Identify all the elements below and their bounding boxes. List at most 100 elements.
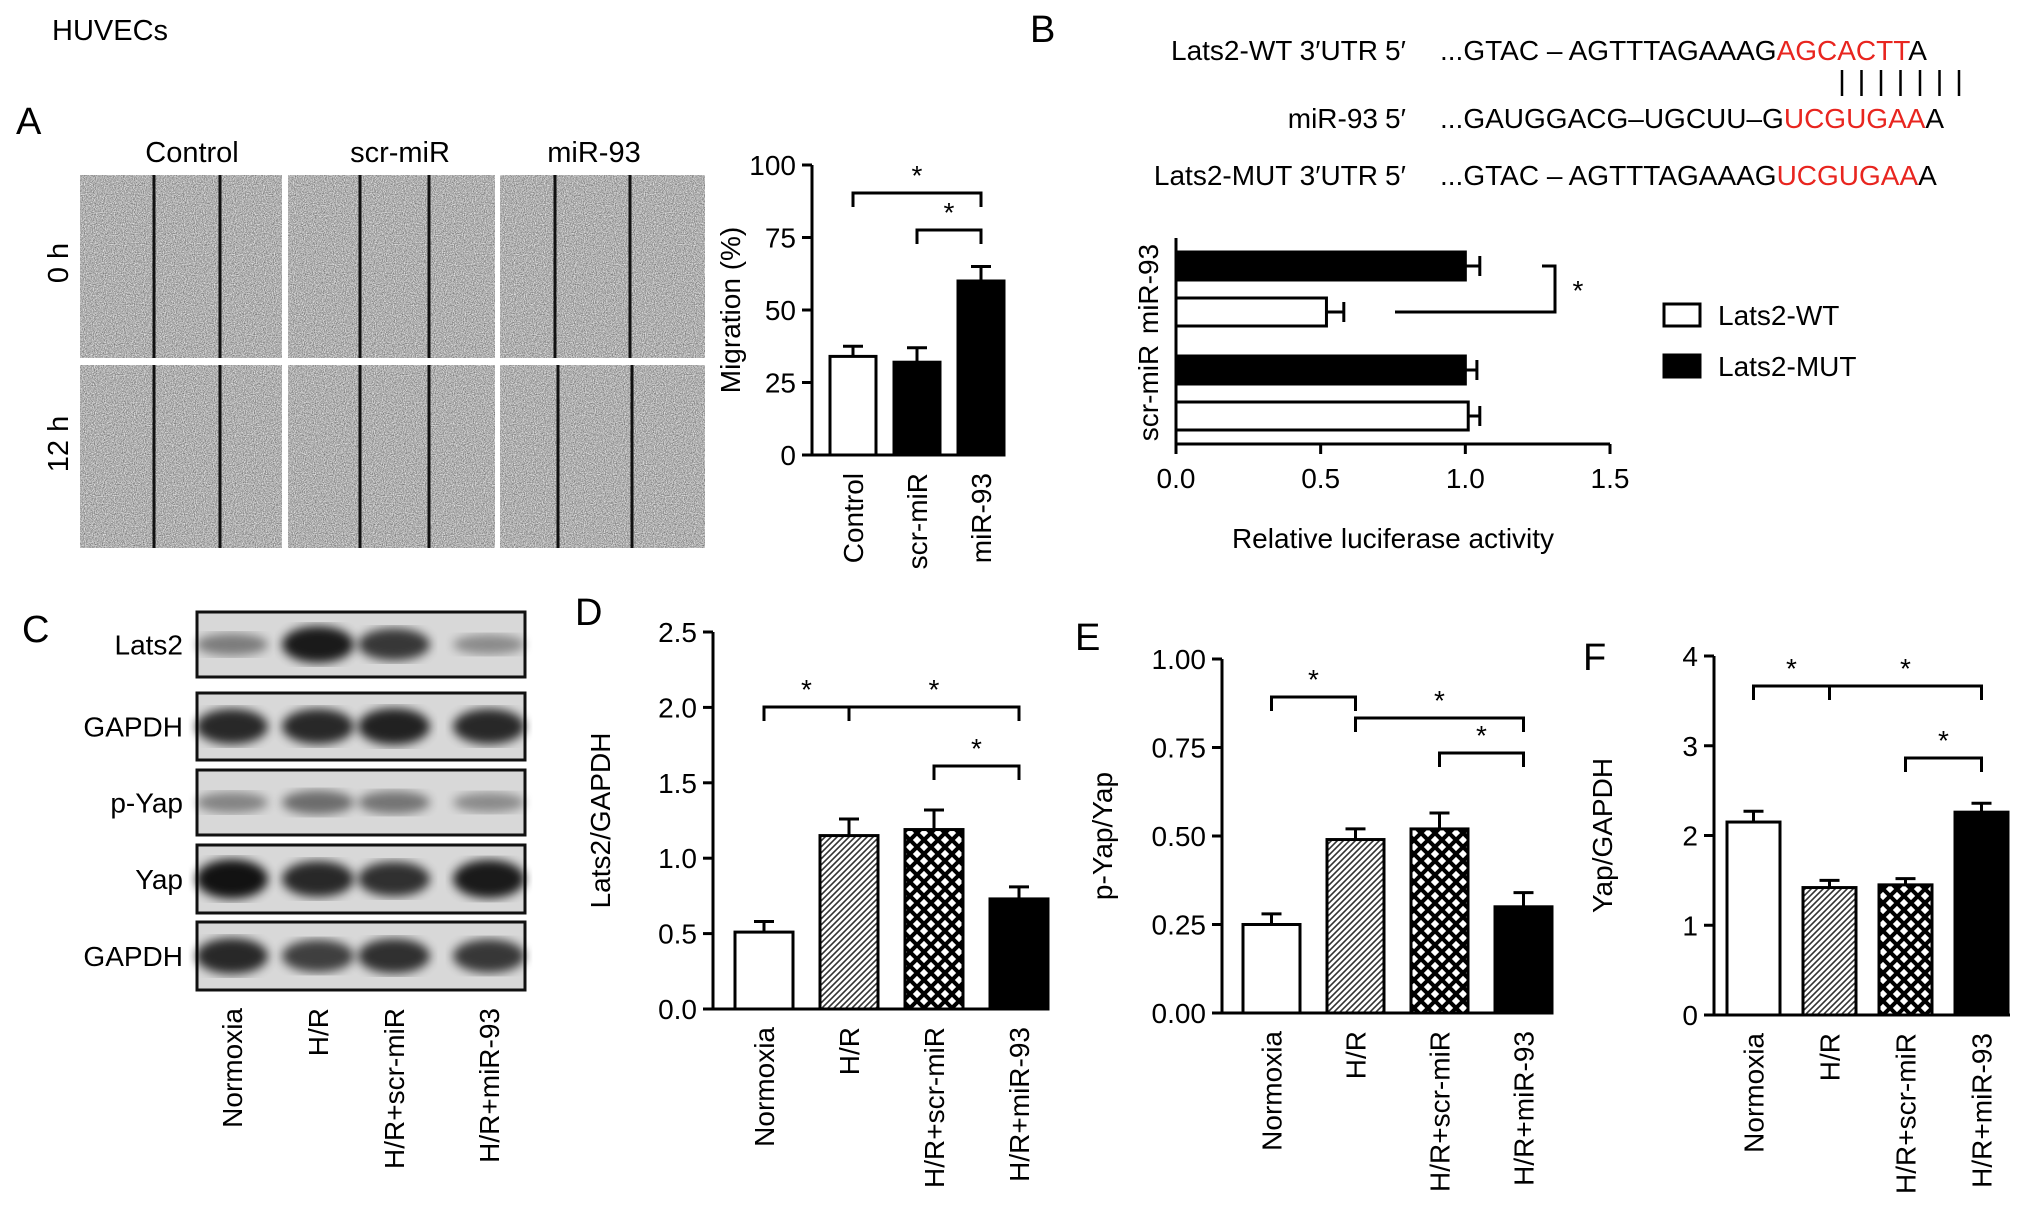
- x-tick-label: 0.5: [1301, 463, 1340, 494]
- micrograph-r1-c0: [80, 365, 282, 548]
- panel-label-e: E: [1075, 617, 1100, 659]
- y-tick-label: 2: [1682, 821, 1698, 852]
- seq-mut-base: ...GTAC – AGTTTAGAAAG: [1440, 160, 1777, 191]
- luciferase-chart: 0.0 0.5 1.0 1.5 Relative luciferase activity…: [1133, 238, 1856, 554]
- x-tick-label: Normoxia: [1257, 1031, 1288, 1151]
- micro-row-0h: 0 h: [43, 243, 75, 283]
- blot-band: [453, 634, 525, 655]
- seq-end-mir93: 5′: [1385, 103, 1406, 134]
- sequence-alignment: Lats2-WT 3′UTR 5′ ...GTAC – AGTTTAGAAAGA…: [1154, 35, 1961, 191]
- y-tick-label: 0: [1682, 1000, 1698, 1031]
- y-axis-label: Yap/GAPDH: [1587, 758, 1618, 913]
- significance-star: *: [1573, 275, 1584, 306]
- micro-col-mir-93: miR-93: [547, 137, 640, 169]
- significance-star: *: [1308, 664, 1319, 695]
- seq-mir93-tail: A: [1925, 103, 1944, 134]
- significance-star: *: [1938, 725, 1949, 756]
- y-tick-label: 50: [765, 295, 796, 326]
- blot-band: [282, 790, 354, 815]
- seq-mut: ...GTAC – AGTTTAGAAAGUCGUGAAA: [1440, 160, 1937, 191]
- legend: Lats2-WT Lats2-MUT: [1662, 300, 1856, 382]
- y-tick-label: 0.5: [658, 919, 697, 950]
- bar-normoxia: [733, 930, 795, 1011]
- blot-label-lats2: Lats2: [115, 630, 184, 661]
- panel-label-d: D: [575, 592, 602, 634]
- x-tick-label: H/R: [1815, 1033, 1846, 1081]
- bar-lats2-wt-mir-93: [1174, 296, 1328, 328]
- micrograph-column-labels: Control scr-miR miR-93: [145, 137, 640, 169]
- blot-band: [358, 708, 430, 745]
- x-tick-label: H/R+miR-93: [1967, 1033, 1998, 1188]
- blot-label-yap: Yap: [135, 864, 183, 895]
- wound-edge-line-0: [556, 365, 560, 548]
- wound-edge-line-0: [152, 175, 156, 358]
- y-tick-label: 25: [765, 368, 796, 399]
- blot-band: [453, 792, 525, 813]
- y-axis-label: Migration (%): [715, 227, 746, 393]
- bar-h-r-scr-mir: [1409, 827, 1470, 1015]
- bar-normoxia: [1725, 820, 1782, 1017]
- x-tick-label: H/R+miR-93: [1509, 1031, 1540, 1186]
- blot-band: [196, 859, 268, 899]
- pyap-chart: 0.00 0.25 0.50 0.75 1.00 p-Yap/Yap Normoxia H/R…: [1087, 644, 1554, 1192]
- significance-bracket: [762, 705, 851, 721]
- blot-label-gapdh: GAPDH: [83, 941, 183, 972]
- x-tick-label: Control: [838, 473, 869, 563]
- micrograph-texture: [500, 365, 705, 548]
- y-tick-label: 3: [1682, 731, 1698, 762]
- y-tick-label: 2.0: [658, 692, 697, 723]
- bar-control: [828, 354, 878, 457]
- wound-edge-line-0: [358, 365, 362, 548]
- blot-label-gapdh: GAPDH: [83, 712, 183, 743]
- y-tick-label: 1.0: [658, 843, 697, 874]
- seq-mir93: ...GAUGGACG–UGCUU–GUCGUGAAA: [1440, 103, 1944, 134]
- y-tick-label: 75: [765, 223, 796, 254]
- wound-edge-line-1: [427, 175, 431, 358]
- significance-bracket: [1752, 684, 1831, 700]
- base-pair-lines: [1840, 70, 1961, 96]
- significance-bracket: [932, 764, 1021, 780]
- y-tick-label: 1.00: [1152, 644, 1207, 675]
- significance-star: *: [1900, 653, 1911, 684]
- y-tick-label: 2.5: [658, 617, 697, 648]
- micrograph-texture: [80, 175, 282, 358]
- significance-bracket: [1395, 264, 1557, 314]
- seq-label-mir93: miR-93: [1288, 103, 1378, 134]
- blot-band: [282, 708, 354, 745]
- seq-end-mut: 5′: [1385, 160, 1406, 191]
- y-axis-label: p-Yap/Yap: [1087, 772, 1118, 900]
- panel-label-b: B: [1030, 9, 1055, 51]
- seq-wt-base: ...GTAC – AGTTTAGAAAG: [1440, 35, 1777, 66]
- blot-label-p-yap: p-Yap: [110, 788, 183, 819]
- micro-col-scr-mir: scr-miR: [350, 137, 450, 169]
- significance-star: *: [929, 674, 940, 705]
- wound-edge-line-1: [218, 365, 222, 548]
- legend-label-mut: Lats2-MUT: [1718, 351, 1856, 382]
- blot-band: [282, 939, 354, 973]
- panel-label-c: C: [22, 609, 49, 651]
- x-tick-label: H/R+scr-miR: [919, 1027, 950, 1188]
- bar-h-r-scr-mir: [903, 828, 965, 1011]
- bar-mir-93: [956, 279, 1006, 457]
- x-tick-label: H/R: [1341, 1031, 1372, 1079]
- wound-edge-line-1: [218, 175, 222, 358]
- y-tick-label: 1.5: [658, 768, 697, 799]
- y-group-label: miR-93: [1133, 244, 1164, 334]
- y-tick-label: 0.00: [1152, 998, 1207, 1029]
- significance-star: *: [944, 197, 955, 228]
- y-tick-label: 4: [1682, 641, 1698, 672]
- bar-h-r: [1325, 838, 1386, 1015]
- yap-chart: 0 1 2 3 4 Yap/GAPDH Normoxia H/R H/R+scr-miR H/R+…: [1587, 641, 2010, 1194]
- bar-h-r: [818, 834, 880, 1011]
- blot-band: [196, 937, 268, 975]
- significance-bracket: [1270, 695, 1357, 711]
- seq-wt-tail: A: [1908, 35, 1927, 66]
- seq-end-wt: 5′: [1385, 35, 1406, 66]
- y-axis-label: Lats2/GAPDH: [585, 733, 616, 909]
- panel-label-f: F: [1583, 637, 1606, 679]
- seq-mir93-base: ...GAUGGACG–UGCUU–G: [1440, 103, 1784, 134]
- migration-chart: 0 25 50 75 100 Migration (%) Control scr-miR miR…: [715, 150, 1006, 569]
- x-axis-label: Relative luciferase activity: [1232, 523, 1554, 554]
- bar-scr-mir: [892, 360, 942, 457]
- legend-swatch-mut: [1662, 353, 1702, 379]
